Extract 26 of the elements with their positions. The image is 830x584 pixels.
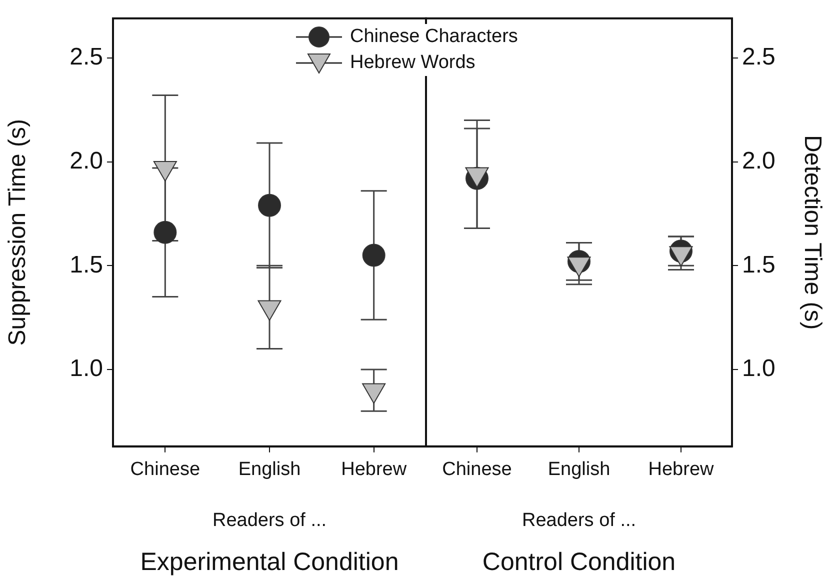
x-tick-label: Chinese xyxy=(442,459,512,480)
legend-label: Hebrew Words xyxy=(350,52,476,74)
x-axis-title: Readers of ... xyxy=(212,510,327,531)
x-tick-label: English xyxy=(548,459,610,480)
x-axis-title: Readers of ... xyxy=(522,510,636,531)
y-tick-label: 2.5 xyxy=(70,44,103,70)
point xyxy=(154,220,177,244)
x-tick-label: Hebrew xyxy=(648,459,714,480)
y-axis-title: Detection Time (s) xyxy=(798,135,826,330)
y-tick-label: 1.0 xyxy=(742,355,776,382)
y-tick-label: 1.5 xyxy=(742,251,776,278)
legend-label: Chinese Characters xyxy=(350,26,518,48)
point xyxy=(362,244,386,267)
y-tick-label: 1.0 xyxy=(70,355,103,382)
y-tick-label: 2.5 xyxy=(742,44,776,70)
y-tick-label: 1.5 xyxy=(70,251,103,278)
text: Control Condition xyxy=(482,548,676,577)
x-tick-label: Hebrew xyxy=(341,459,407,480)
point xyxy=(258,194,281,217)
y-tick-label: 2.0 xyxy=(70,147,103,174)
x-tick-label: Chinese xyxy=(130,459,200,480)
text: Experimental Condition xyxy=(140,548,399,577)
point xyxy=(362,383,386,404)
x-tick-label: English xyxy=(238,459,301,480)
y-axis-title: Suppression Time (s) xyxy=(4,119,32,346)
y-tick-label: 2.0 xyxy=(742,147,776,174)
